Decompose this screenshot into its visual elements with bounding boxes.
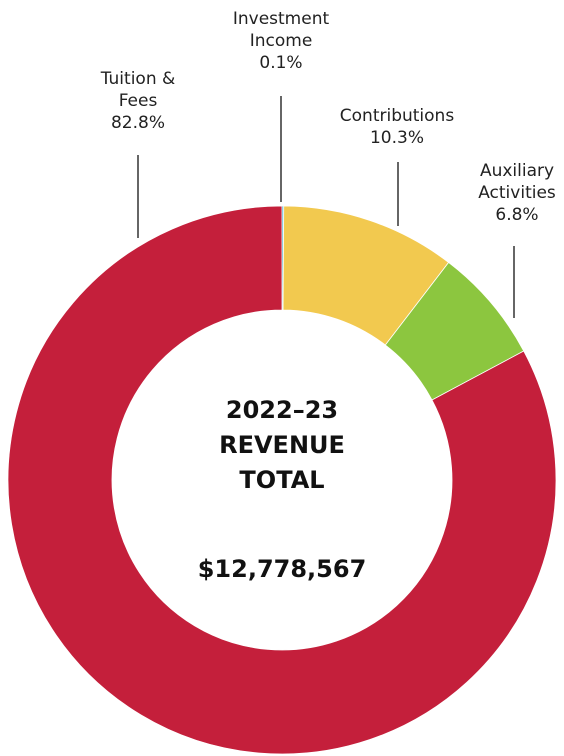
category-label: Auxiliary Activities bbox=[478, 161, 556, 203]
center-title: 2022–23 REVENUE TOTAL bbox=[219, 396, 345, 494]
value-label: 0.1% bbox=[259, 53, 303, 73]
category-label: Tuition & Fees bbox=[100, 69, 176, 111]
value-label: 10.3% bbox=[369, 128, 424, 148]
slice-label: Auxiliary Activities 6.8% bbox=[472, 160, 562, 226]
category-label: Investment Income bbox=[232, 9, 330, 51]
slice-label: Tuition & Fees 82.8% bbox=[98, 68, 178, 134]
value-label: 6.8% bbox=[495, 205, 539, 225]
category-label: Contributions bbox=[339, 106, 455, 126]
leader-lines bbox=[137, 96, 515, 318]
slice-label: Contributions 10.3% bbox=[322, 105, 472, 149]
slice-label: Investment Income 0.1% bbox=[231, 8, 331, 74]
value-label: 82.8% bbox=[110, 113, 165, 133]
donut-slice bbox=[7, 205, 557, 755]
center-total: $12,778,567 bbox=[197, 555, 367, 583]
